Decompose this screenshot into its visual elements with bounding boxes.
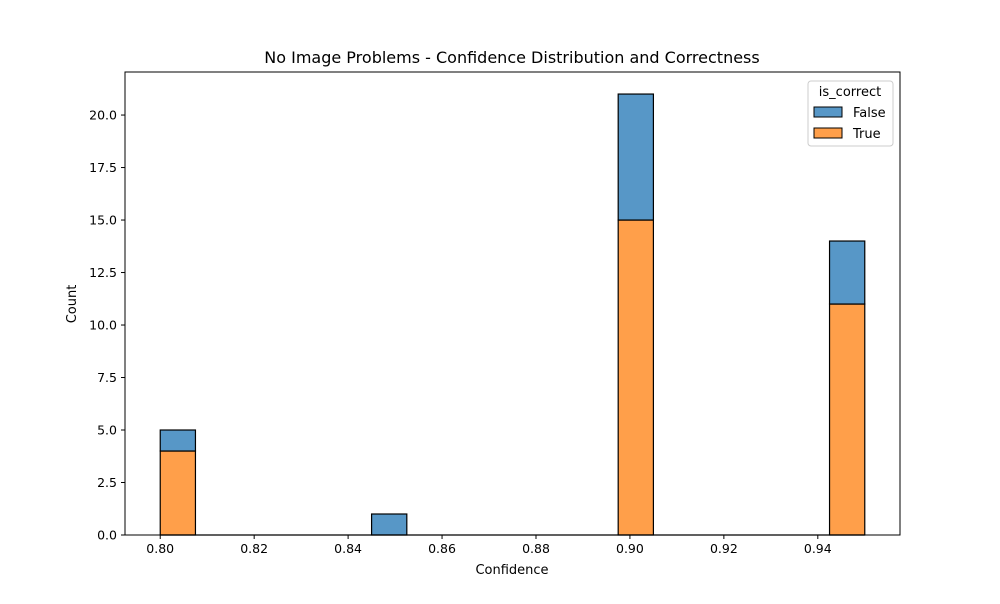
bar-true-2 [617,219,655,536]
legend-title: is_correct [819,85,881,100]
x-axis-label: Confidence [475,563,548,578]
y-tick-label-3: 7.5 [97,370,117,385]
bar-true-0 [159,450,197,536]
y-axis-label: Count [65,285,80,324]
legend: is_correct False True [807,80,894,147]
x-tick-label-3: 0.86 [428,541,456,556]
y-tick-label-0: 0.0 [97,528,117,543]
x-tick-label-0: 0.80 [146,541,174,556]
x-tick-label-2: 0.84 [334,541,362,556]
y-tick-label-6: 15.0 [89,213,117,228]
x-tick-label-5: 0.90 [616,541,644,556]
chart-title: No Image Problems - Confidence Distribut… [264,48,759,67]
plot-frame [124,71,901,536]
x-tick-label-4: 0.88 [522,541,550,556]
x-tick-label-1: 0.82 [240,541,268,556]
bar-false-2 [617,93,655,221]
y-tick-label-4: 10.0 [89,318,117,333]
bars-group [159,93,866,536]
x-tick-label-6: 0.92 [710,541,738,556]
y-tick-label-2: 5.0 [97,423,117,438]
y-tick-label-1: 2.5 [97,475,117,490]
bar-false-0 [159,429,197,452]
y-tick-label-8: 20.0 [89,108,117,123]
bar-false-1 [370,513,408,536]
bar-true-3 [828,303,866,536]
y-axis: 0.0 2.5 5.0 7.5 10.0 12.5 15.0 17.5 20.0 [89,108,125,543]
legend-label-false: False [853,106,886,121]
bar-false-3 [828,240,866,305]
y-tick-label-7: 17.5 [89,160,117,175]
legend-swatch-false [813,106,843,118]
y-tick-label-5: 12.5 [89,265,117,280]
legend-swatch-true [813,127,843,139]
x-axis: 0.80 0.82 0.84 0.86 0.88 0.90 0.92 0.94 [146,535,832,556]
x-tick-label-7: 0.94 [804,541,832,556]
legend-label-true: True [852,127,881,142]
